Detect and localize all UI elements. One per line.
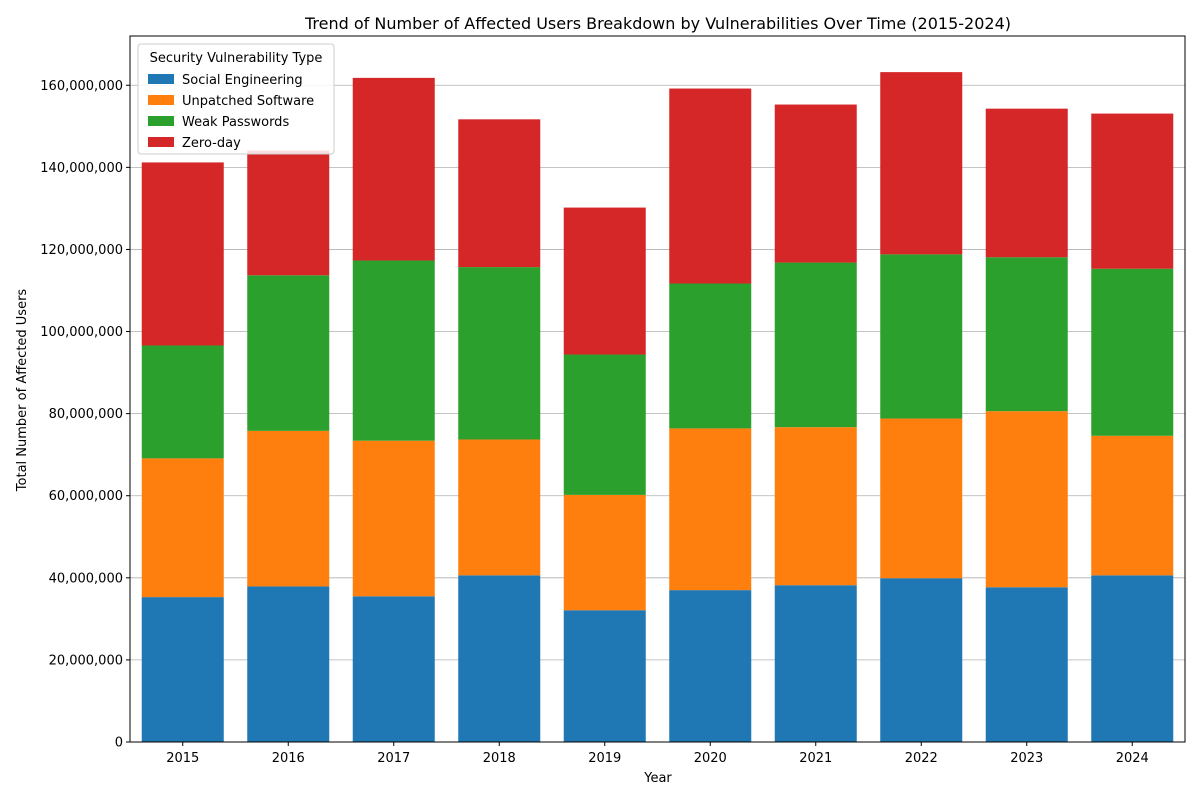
bar-social-engineering-2019 — [563, 610, 646, 742]
bar-unpatched-software-2024 — [1091, 435, 1174, 576]
bar-unpatched-software-2022 — [880, 418, 963, 579]
bar-unpatched-software-2023 — [985, 411, 1068, 588]
bar-zero-day-2016 — [247, 150, 330, 276]
bar-unpatched-software-2015 — [141, 458, 224, 598]
bar-social-engineering-2016 — [247, 586, 330, 742]
bar-social-engineering-2023 — [985, 587, 1068, 742]
bar-weak-passwords-2016 — [247, 275, 330, 431]
bar-unpatched-software-2017 — [352, 440, 435, 597]
x-axis-label: Year — [643, 771, 672, 786]
y-tick-label: 120,000,000 — [40, 243, 123, 258]
bar-social-engineering-2017 — [352, 596, 435, 742]
bar-social-engineering-2015 — [141, 597, 224, 742]
bar-zero-day-2024 — [1091, 113, 1174, 269]
bar-weak-passwords-2019 — [563, 354, 646, 495]
bar-social-engineering-2018 — [458, 575, 541, 742]
bar-unpatched-software-2016 — [247, 430, 330, 587]
y-tick-label: 20,000,000 — [49, 653, 123, 668]
bar-weak-passwords-2021 — [774, 262, 857, 428]
legend-swatch-social-engineering — [148, 74, 174, 84]
bar-zero-day-2021 — [774, 104, 857, 263]
legend: Security Vulnerability Type Social Engine… — [137, 43, 335, 155]
y-tick-labels: 0 20,000,000 40,000,000 60,000,000 80,000,00… — [40, 79, 123, 751]
legend-title: Security Vulnerability Type — [150, 51, 323, 66]
bar-weak-passwords-2015 — [141, 345, 224, 459]
bar-unpatched-software-2019 — [563, 494, 646, 611]
axes — [126, 35, 1186, 746]
legend-swatch-zero-day — [148, 137, 174, 147]
bar-weak-passwords-2017 — [352, 260, 435, 441]
bar-unpatched-software-2018 — [458, 439, 541, 576]
plot-frame — [129, 35, 1186, 743]
legend-label-social-engineering: Social Engineering — [182, 73, 303, 88]
x-tick-labels: 2015 2016 2017 2018 2019 2020 2021 2022 2023 2024 — [166, 751, 1149, 766]
bar-social-engineering-2021 — [774, 585, 857, 742]
x-tick-label: 2018 — [483, 751, 516, 766]
x-tick-label: 2015 — [166, 751, 199, 766]
chart-title: Trend of Number of Affected Users Breakd… — [304, 14, 1011, 33]
bar-zero-day-2020 — [669, 88, 752, 284]
bar-unpatched-software-2020 — [669, 428, 752, 591]
legend-label-unpatched-software: Unpatched Software — [182, 94, 314, 109]
y-tick-label: 100,000,000 — [40, 325, 123, 340]
y-tick-label: 40,000,000 — [49, 571, 123, 586]
y-tick-label: 60,000,000 — [49, 489, 123, 504]
x-tick-label: 2016 — [272, 751, 305, 766]
y-tick-label: 160,000,000 — [40, 79, 123, 94]
bar-zero-day-2023 — [985, 108, 1068, 258]
bar-weak-passwords-2018 — [458, 267, 541, 440]
bar-weak-passwords-2023 — [985, 257, 1068, 412]
bar-weak-passwords-2024 — [1091, 268, 1174, 436]
bar-social-engineering-2022 — [880, 578, 963, 742]
legend-label-weak-passwords: Weak Passwords — [182, 115, 289, 130]
x-tick-label: 2024 — [1116, 751, 1149, 766]
x-tick-label: 2019 — [588, 751, 621, 766]
y-axis-label: Total Number of Affected Users — [15, 289, 30, 493]
legend-swatch-unpatched-software — [148, 95, 174, 105]
x-tick-label: 2020 — [694, 751, 727, 766]
legend-swatch-weak-passwords — [148, 116, 174, 126]
bar-weak-passwords-2020 — [669, 283, 752, 429]
bar-zero-day-2018 — [458, 119, 541, 268]
x-tick-label: 2021 — [799, 751, 832, 766]
y-tick-label: 0 — [115, 736, 123, 751]
y-tick-label: 140,000,000 — [40, 161, 123, 176]
bar-social-engineering-2020 — [669, 590, 752, 742]
bar-social-engineering-2024 — [1091, 575, 1174, 742]
x-tick-label: 2017 — [377, 751, 410, 766]
bar-weak-passwords-2022 — [880, 254, 963, 419]
bar-unpatched-software-2021 — [774, 427, 857, 586]
legend-box — [137, 43, 335, 155]
bar-zero-day-2015 — [141, 162, 224, 346]
legend-label-zero-day: Zero-day — [182, 136, 241, 151]
x-tick-label: 2023 — [1010, 751, 1043, 766]
y-tick-label: 80,000,000 — [49, 407, 123, 422]
bars — [141, 72, 1174, 742]
x-tick-label: 2022 — [905, 751, 938, 766]
bar-zero-day-2019 — [563, 207, 646, 355]
bar-zero-day-2022 — [880, 72, 963, 255]
bar-zero-day-2017 — [352, 77, 435, 261]
